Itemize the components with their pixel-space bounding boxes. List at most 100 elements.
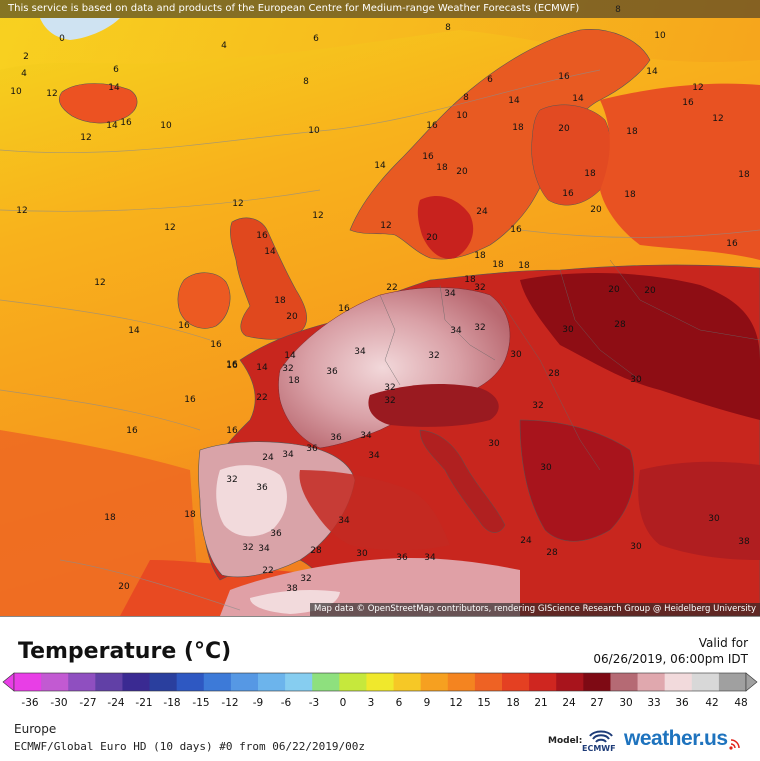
temperature-label: 16 [126, 426, 138, 436]
temperature-label: 14 [108, 83, 120, 93]
ecmwf-attribution: This service is based on data and produc… [0, 0, 760, 18]
temperature-label: 16 [510, 225, 522, 235]
temperature-label: 20 [456, 167, 468, 177]
temperature-label: 12 [80, 133, 91, 143]
greenland-ice [40, 18, 120, 40]
temperature-label: 16 [726, 239, 738, 249]
colorbar-tick-label: 9 [423, 697, 431, 709]
colorbar-cell [366, 673, 395, 691]
western-mediterranean [299, 470, 450, 551]
temperature-label: 16 [426, 121, 438, 131]
temperature-map[interactable]: 8804626481012141416101210681014161414121… [0, 0, 760, 616]
balkans [519, 419, 635, 542]
colorbar-min-arrow [2, 672, 15, 692]
temperature-label: 22 [262, 566, 273, 576]
colorbar-cell [718, 673, 747, 691]
temperature-label: 32 [384, 396, 395, 406]
temperature-label: 24 [262, 453, 274, 463]
colorbar-tick-label: 27 [590, 697, 604, 709]
temperature-label: 32 [532, 401, 543, 411]
temperature-label: 38 [286, 584, 298, 594]
isotherm-lines [0, 69, 760, 611]
temperature-label: 16 [682, 98, 694, 108]
iceland [59, 83, 138, 124]
temperature-label: 20 [590, 205, 602, 215]
temperature-label: 34 [354, 347, 366, 357]
temperature-label: 28 [614, 320, 626, 330]
colorbar-cells [13, 672, 747, 692]
temperature-label: 12 [164, 223, 175, 233]
temperature-label: 16 [226, 360, 238, 370]
valid-time-block: Valid for 06/26/2019, 06:00pm IDT [593, 635, 748, 667]
colorbar-tick-label: 36 [675, 697, 689, 709]
temperature-label: 32 [282, 364, 293, 374]
temperature-labels: 8804626481012141416101210681014161414121… [10, 5, 750, 594]
colorbar-tick-label: -3 [308, 697, 320, 709]
temperature-label: 18 [274, 296, 286, 306]
temperature-label: 6 [313, 34, 319, 44]
country-borders [379, 259, 760, 471]
temperature-label: 14 [106, 121, 118, 131]
temperature-label: 28 [546, 548, 558, 558]
temperature-label: 8 [463, 93, 469, 103]
temperature-label: 34 [338, 516, 350, 526]
temperature-label: 34 [450, 326, 462, 336]
colorbar-tick-label: -12 [221, 697, 239, 709]
temperature-label: 14 [374, 161, 386, 171]
temperature-label: 38 [738, 537, 750, 547]
region-label: Europe [14, 722, 57, 736]
temperature-label: 20 [558, 124, 570, 134]
colorbar-tick-label: 24 [562, 697, 576, 709]
temperature-label: 12 [16, 206, 27, 216]
temperature-label: 30 [510, 350, 522, 360]
colorbar-cell [14, 673, 42, 691]
colorbar-cell [176, 673, 205, 691]
temperature-label: 34 [282, 450, 294, 460]
color-scale-bar[interactable] [0, 670, 760, 694]
colorbar-tick-label: 3 [367, 697, 375, 709]
temperature-label: 16 [178, 321, 190, 331]
brand-logo[interactable]: weather.us [624, 727, 728, 750]
temperature-label: 10 [654, 31, 666, 41]
alps-region [368, 384, 499, 427]
legend-title: Temperature (°C) [18, 639, 232, 664]
temperature-label: 12 [692, 83, 703, 93]
colorbar-cell [691, 673, 720, 691]
temperature-label: 36 [326, 367, 338, 377]
temperature-label: 14 [256, 363, 268, 373]
temperature-label: 32 [226, 475, 237, 485]
ireland [177, 272, 231, 329]
colorbar-max-arrow [745, 672, 758, 692]
temperature-label: 10 [456, 111, 468, 121]
temperature-label: 34 [368, 451, 380, 461]
valid-label: Valid for [698, 636, 748, 650]
temperature-label: 16 [558, 72, 570, 82]
temperature-label: 0 [59, 34, 65, 44]
temperature-label: 36 [270, 529, 282, 539]
colorbar-tick-labels: -36 -30 -27 -24 -21 -18 -15 -12 -9 -6 -3 0 3 6 9 12 15 18… [0, 697, 760, 713]
eastern-europe-hot-core [520, 273, 760, 420]
temperature-label: 18 [184, 510, 196, 520]
temperature-label: 16 [422, 152, 434, 162]
temperature-label: 6 [487, 75, 493, 85]
ecmwf-logo-icon [589, 730, 613, 743]
temperature-label: 24 [476, 207, 488, 217]
temperature-label: 20 [608, 285, 620, 295]
temperature-label: 16 [226, 361, 238, 371]
colorbar-tick-label: -6 [280, 697, 292, 709]
colorbar-tick-label: -27 [79, 697, 97, 709]
temperature-label: 36 [396, 553, 408, 563]
colorbar-cell [230, 673, 259, 691]
model-run-info: ECMWF/Global Euro HD (10 days) #0 from 0… [14, 740, 365, 753]
colorbar-tick-label: 21 [534, 697, 548, 709]
colorbar-tick-label: 0 [339, 697, 347, 709]
temperature-label: 22 [386, 283, 397, 293]
temperature-label: 18 [626, 127, 638, 137]
colorbar-cell [203, 673, 232, 691]
temperature-label: 32 [300, 574, 311, 584]
colorbar-cell [95, 673, 123, 691]
temperature-label: 18 [738, 170, 750, 180]
temperature-label: 12 [94, 278, 105, 288]
temperature-label: 30 [630, 375, 642, 385]
temperature-label: 34 [424, 553, 436, 563]
